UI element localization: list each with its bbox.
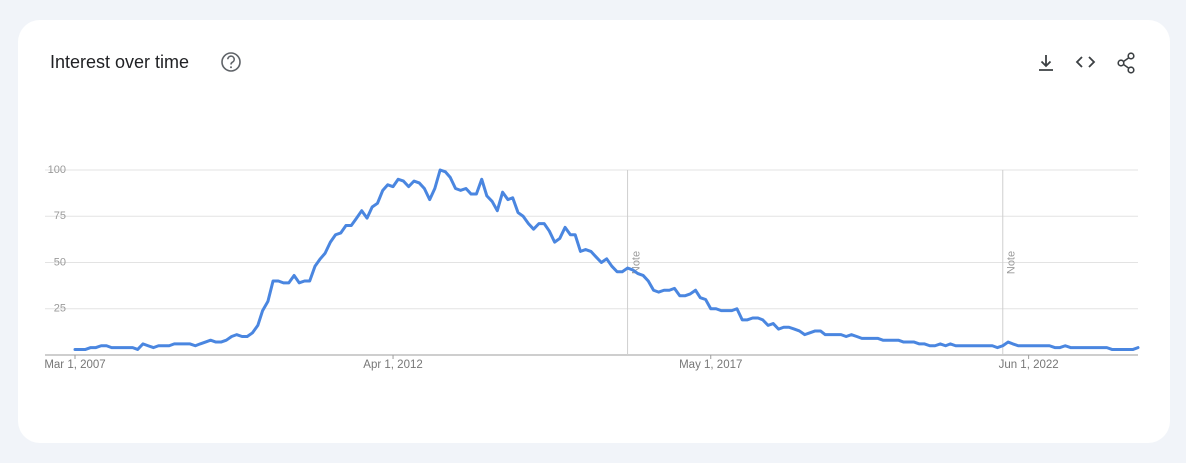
note-label: Note <box>1006 251 1018 274</box>
y-tick-label: 100 <box>48 164 66 176</box>
help-icon[interactable] <box>221 52 241 72</box>
y-tick-label: 50 <box>54 256 66 268</box>
note-label: Note <box>630 251 642 274</box>
share-button[interactable] <box>1117 52 1135 74</box>
chart-title: Interest over time <box>50 52 189 72</box>
x-tick-label: Apr 1, 2012 <box>363 359 422 371</box>
download-button[interactable] <box>1039 55 1053 71</box>
series-line <box>73 168 1140 351</box>
y-tick-label: 75 <box>54 210 66 222</box>
y-tick-label: 25 <box>54 303 66 315</box>
x-tick-label: May 1, 2017 <box>679 359 742 371</box>
x-tick-label: Mar 1, 2007 <box>44 359 105 371</box>
x-tick-label: Jun 1, 2022 <box>999 359 1059 371</box>
embed-button[interactable] <box>1075 56 1096 68</box>
card <box>18 20 1170 443</box>
